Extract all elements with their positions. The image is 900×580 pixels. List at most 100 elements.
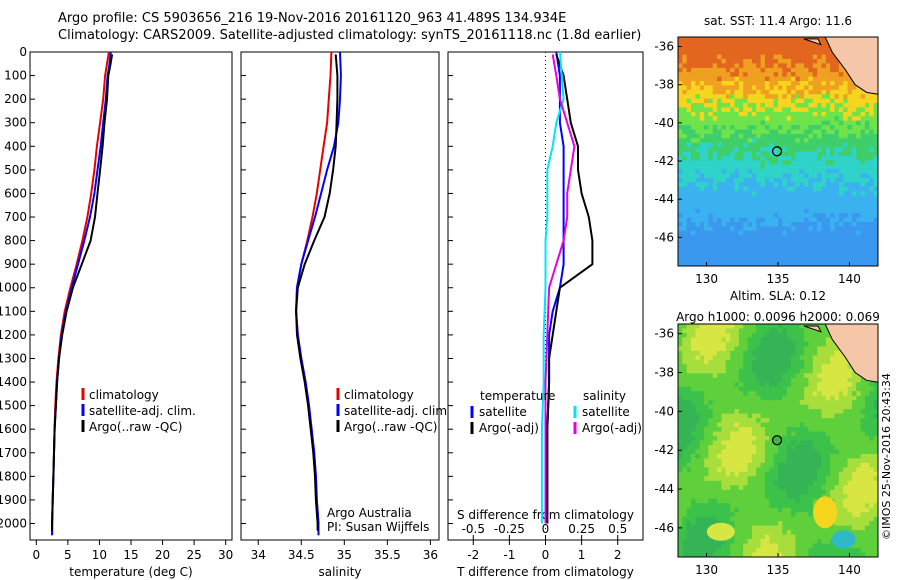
- map-cell: [786, 431, 792, 437]
- map-cell: [864, 431, 870, 437]
- map-cell: [738, 199, 744, 205]
- map-cell: [764, 54, 770, 60]
- map-cell: [799, 400, 805, 406]
- map-cell: [743, 368, 748, 374]
- map-cell: [743, 498, 748, 504]
- map-cell: [743, 107, 748, 113]
- map-cell: [864, 94, 870, 100]
- map-cell: [843, 436, 848, 441]
- map-cell: [760, 213, 766, 218]
- map-cell: [778, 485, 783, 491]
- map-cell: [851, 186, 857, 192]
- map-cell: [834, 85, 840, 91]
- map-cell: [817, 431, 822, 437]
- map-cell: [812, 226, 818, 232]
- map-cell: [699, 350, 705, 356]
- map-cell: [864, 116, 870, 122]
- map-cell: [825, 67, 831, 73]
- map-cell: [825, 226, 831, 232]
- map-cell: [769, 494, 775, 500]
- map-cell: [817, 261, 822, 267]
- map-cell: [782, 485, 788, 491]
- map-cell: [782, 400, 788, 406]
- map-cell: [730, 512, 735, 518]
- map-cell: [791, 328, 796, 334]
- map-cell: [804, 427, 809, 432]
- map-cell: [817, 45, 822, 51]
- map-cell: [769, 107, 775, 113]
- map-cell: [704, 199, 709, 205]
- map-cell: [795, 54, 801, 60]
- map-cell: [851, 404, 857, 410]
- map-cell: [830, 182, 835, 188]
- map-cell: [760, 543, 766, 549]
- map-cell: [751, 177, 757, 183]
- map-cell: [686, 235, 692, 240]
- map-cell: [821, 199, 827, 205]
- map-cell: [773, 54, 779, 60]
- map-cell: [738, 191, 744, 196]
- map-cell: [743, 89, 748, 95]
- map-cell: [691, 221, 696, 227]
- map-cell: [782, 226, 788, 232]
- map-cell: [678, 543, 683, 549]
- map-cell: [704, 516, 709, 522]
- map-cell: [747, 248, 753, 254]
- map-cell: [843, 138, 848, 144]
- lat-tick-label-42: -42: [654, 154, 674, 168]
- map-cell: [834, 81, 840, 86]
- map-cell: [682, 368, 688, 374]
- map-cell: [730, 400, 735, 406]
- map-cell: [791, 413, 796, 419]
- map-cell: [760, 337, 766, 343]
- map-cell: [699, 458, 705, 464]
- map-cell: [751, 37, 757, 42]
- map-cell: [708, 485, 714, 491]
- map-cell: [851, 413, 857, 419]
- map-cell: [764, 516, 770, 522]
- map-cell: [764, 534, 770, 540]
- map-cell: [808, 368, 814, 374]
- map-cell: [795, 103, 801, 108]
- y-tick-label-1500: 1500: [0, 399, 27, 413]
- map-cell: [721, 125, 727, 130]
- map-cell: [812, 133, 818, 139]
- map-cell: [873, 169, 879, 174]
- map-cell: [743, 63, 748, 69]
- map-cell: [721, 94, 727, 100]
- map-cell: [851, 409, 857, 415]
- map-cell: [704, 364, 709, 370]
- map-cell: [873, 404, 879, 410]
- map-cell: [773, 341, 779, 347]
- map-cell: [708, 98, 714, 104]
- map-cell: [704, 404, 709, 410]
- map-cell: [782, 521, 788, 527]
- map-cell: [778, 467, 783, 473]
- map-cell: [751, 81, 757, 86]
- map-cell: [738, 125, 744, 130]
- map-cell: [699, 431, 705, 437]
- map-cell: [717, 151, 722, 157]
- map-cell: [704, 548, 709, 553]
- map-cell: [860, 151, 866, 157]
- map-cell: [760, 98, 766, 104]
- map-cell: [721, 453, 727, 459]
- map-cell: [864, 191, 870, 196]
- map-cell: [817, 67, 822, 73]
- map-cell: [678, 485, 683, 491]
- map-cell: [808, 525, 814, 531]
- map-cell: [856, 94, 862, 100]
- map-cell: [860, 248, 866, 254]
- map-cell: [817, 485, 822, 491]
- map-cell: [760, 467, 766, 473]
- map-cell: [738, 103, 744, 108]
- map-cell: [678, 257, 683, 262]
- map-cell: [678, 324, 683, 329]
- map-cell: [717, 552, 722, 558]
- map-cell: [734, 373, 740, 379]
- map-cell: [704, 54, 709, 60]
- map-cell: [869, 129, 875, 135]
- map-cell: [704, 76, 709, 82]
- map-cell: [838, 364, 844, 370]
- map-cell: [747, 125, 753, 130]
